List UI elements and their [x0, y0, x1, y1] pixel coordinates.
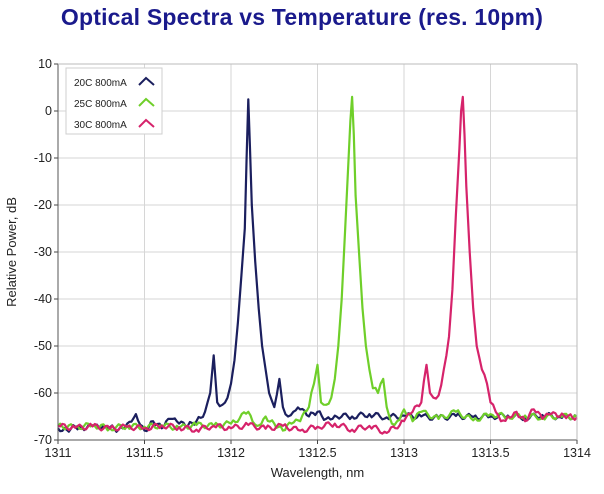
legend-swatch-1 [138, 76, 155, 86]
y-tick-label: -70 [34, 433, 52, 447]
y-tick-label: -60 [34, 386, 52, 400]
x-tick-label: 1312.5 [298, 446, 336, 460]
series-line-3 [57, 95, 578, 435]
y-tick-label: -30 [34, 245, 52, 259]
x-tick-label: 1311.5 [126, 446, 163, 460]
legend-swatch-2 [138, 97, 155, 107]
y-tick-label: -50 [34, 339, 52, 353]
legend: 20C 800mA 25C 800mA 30C 800mA [65, 67, 163, 135]
y-tick-label: -20 [34, 198, 52, 212]
x-tick-label: 1311 [45, 446, 72, 460]
x-tick-label: 1313 [390, 446, 418, 460]
chart-title: Optical Spectra vs Temperature (res. 10p… [60, 4, 544, 30]
legend-label-2: 25C 800mA [74, 99, 127, 110]
x-tick-label: 1314 [563, 446, 591, 460]
y-axis-label: Relative Power, dB [4, 197, 19, 307]
y-tick-label: -10 [34, 151, 52, 165]
axis-ticks: 1311 1311.5 1312 1312.5 1313 1313.5 1314 10 0 -10… [34, 57, 591, 460]
x-tick-label: 1312 [217, 446, 245, 460]
spectra-chart: 1311 1311.5 1312 1312.5 1313 1313.5 1314 10 0 -10… [4, 57, 591, 480]
y-tick-label: 10 [38, 57, 52, 71]
y-tick-label: 0 [45, 104, 52, 118]
legend-swatch-3 [138, 118, 155, 128]
series-line-2 [57, 95, 578, 432]
plot-area [57, 95, 578, 435]
legend-label-1: 20C 800mA [74, 78, 127, 89]
x-axis-label: Wavelength, nm [271, 465, 364, 480]
legend-label-3: 30C 800mA [74, 120, 127, 131]
x-tick-label: 1313.5 [471, 446, 509, 460]
y-tick-label: -40 [34, 292, 52, 306]
